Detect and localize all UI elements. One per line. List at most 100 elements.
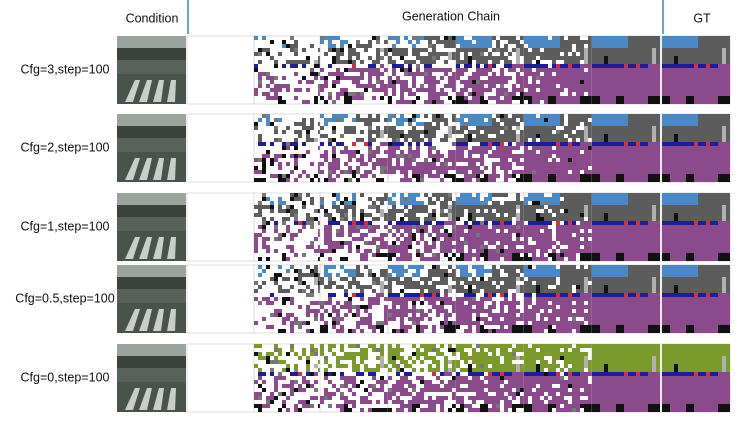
pixel: [640, 56, 644, 60]
pixel: [536, 237, 540, 241]
pixel: [444, 118, 448, 122]
pixel: [612, 249, 616, 253]
pixel: [604, 253, 608, 257]
pixel: [604, 162, 608, 166]
pixel: [560, 154, 564, 158]
pixel: [404, 174, 408, 178]
pixel: [336, 245, 340, 249]
pixel: [528, 114, 532, 118]
pixel: [392, 249, 396, 253]
pixel: [392, 134, 396, 138]
pixel: [392, 277, 396, 281]
pixel: [472, 146, 476, 150]
pixel: [492, 253, 496, 257]
pixel: [604, 122, 608, 126]
pixel: [274, 221, 278, 225]
pixel: [616, 134, 620, 138]
pixel: [258, 138, 262, 142]
pixel: [488, 174, 492, 178]
pixel: [686, 48, 690, 52]
pixel: [392, 309, 396, 313]
pixel: [516, 265, 520, 269]
pixel: [604, 134, 608, 138]
pixel: [528, 122, 532, 126]
pixel: [698, 88, 702, 92]
pixel: [536, 64, 540, 68]
pixel: [480, 213, 484, 217]
pixel: [628, 178, 632, 182]
pixel: [616, 213, 620, 217]
pixel: [608, 201, 612, 205]
pixel: [620, 56, 624, 60]
pixel: [488, 233, 492, 237]
pixel: [608, 56, 612, 60]
pixel: [420, 313, 424, 317]
pixel: [666, 92, 670, 96]
pixel: [616, 92, 620, 96]
pixel: [718, 138, 722, 142]
pixel: [722, 44, 726, 48]
pixel: [484, 233, 488, 237]
pixel: [356, 52, 360, 56]
pixel: [420, 309, 424, 313]
pixel: [636, 170, 640, 174]
pixel: [524, 217, 528, 221]
pixel: [262, 221, 266, 225]
pixel: [484, 138, 488, 142]
pixel: [560, 158, 564, 162]
pixel: [532, 40, 536, 44]
pixel: [718, 197, 722, 201]
pixel: [620, 100, 624, 104]
pixel: [324, 309, 328, 313]
pixel: [432, 80, 436, 84]
pixel: [372, 64, 376, 68]
pixel: [540, 205, 544, 209]
pixel: [360, 76, 364, 80]
pixel: [710, 56, 714, 60]
pixel: [670, 201, 674, 205]
pixel: [694, 205, 698, 209]
pixel: [504, 154, 508, 158]
pixel: [612, 221, 616, 225]
pixel: [644, 64, 648, 68]
header-gt: GT: [693, 11, 711, 25]
pixel: [694, 80, 698, 84]
pixel: [484, 68, 488, 72]
pixel: [706, 96, 710, 100]
pixel: [336, 142, 340, 146]
pixel: [412, 92, 416, 96]
pixel: [620, 150, 624, 154]
pixel: [460, 88, 464, 92]
pixel: [620, 249, 624, 253]
pixel: [718, 76, 722, 80]
pixel: [628, 150, 632, 154]
pixel: [722, 170, 726, 174]
pixel: [718, 92, 722, 96]
pixel: [412, 134, 416, 138]
pixel: [324, 76, 328, 80]
pixel: [636, 245, 640, 249]
pixel: [448, 193, 452, 197]
pixel: [396, 245, 400, 249]
pixel: [682, 134, 686, 138]
pixel: [648, 158, 652, 162]
pixel: [356, 158, 360, 162]
pixel: [706, 217, 710, 221]
pixel: [436, 281, 440, 285]
pixel: [540, 84, 544, 88]
pixel: [344, 150, 348, 154]
pixel: [290, 197, 294, 201]
pixel: [652, 68, 656, 72]
pixel: [436, 253, 440, 257]
pixel: [726, 130, 730, 134]
pixel: [666, 60, 670, 64]
pixel: [674, 174, 678, 178]
pixel: [344, 209, 348, 213]
pixel: [266, 92, 270, 96]
pixel: [636, 134, 640, 138]
pixel: [544, 114, 548, 118]
pixel: [468, 118, 472, 122]
pixel: [604, 64, 608, 68]
pixel: [580, 201, 584, 205]
